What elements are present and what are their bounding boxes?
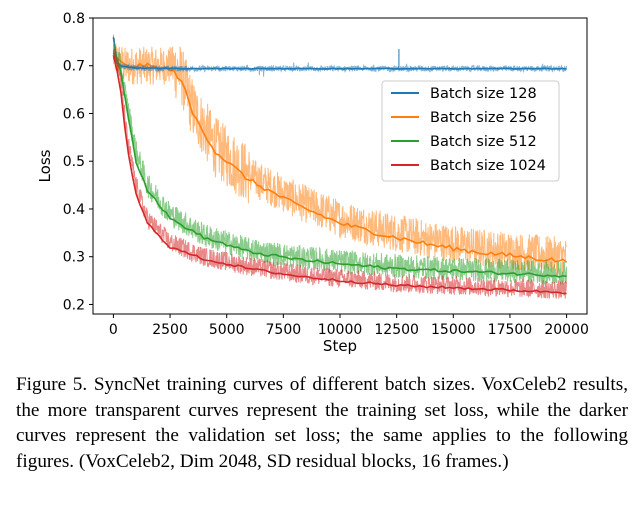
x-tick-label: 2500 bbox=[152, 322, 188, 338]
x-axis-title: Step bbox=[323, 337, 357, 355]
y-tick-label: 0.6 bbox=[63, 106, 85, 122]
series-val-line bbox=[112, 55, 567, 295]
x-tick-label: 7500 bbox=[266, 322, 302, 338]
series-train-line bbox=[112, 48, 568, 299]
x-tick-label: 0 bbox=[109, 322, 118, 338]
y-tick-label: 0.4 bbox=[63, 202, 85, 218]
y-tick-label: 0.3 bbox=[63, 250, 85, 266]
legend-label: Batch size 256 bbox=[430, 110, 537, 126]
x-tick-label: 10000 bbox=[318, 322, 363, 338]
legend: Batch size 128 Batch size 256 Batch size 5… bbox=[381, 80, 560, 182]
x-tick-label: 20000 bbox=[544, 322, 589, 338]
x-axis: 0 2500 5000 7500 10000 12500 15000 17500 20000 bbox=[109, 314, 589, 338]
y-tick-label: 0.5 bbox=[63, 154, 85, 170]
loss-chart: 0 2500 5000 7500 10000 12500 15000 17500 20000 0… bbox=[36, 11, 589, 355]
legend-label: Batch size 1024 bbox=[430, 158, 546, 174]
series-val-line bbox=[112, 37, 567, 70]
x-tick-label: 17500 bbox=[488, 322, 533, 338]
series-layer bbox=[112, 34, 568, 299]
x-tick-label: 5000 bbox=[209, 322, 245, 338]
series-val-line bbox=[112, 52, 567, 278]
y-tick-label: 0.7 bbox=[63, 59, 85, 75]
series-train-line bbox=[112, 42, 568, 286]
y-tick-label: 0.8 bbox=[63, 11, 85, 27]
y-axis-title: Loss bbox=[36, 149, 54, 182]
x-tick-label: 15000 bbox=[431, 322, 476, 338]
series-train-line bbox=[112, 38, 567, 275]
x-tick-label: 12500 bbox=[374, 322, 419, 338]
figure-caption: Figure 5. SyncNet training curves of dif… bbox=[16, 374, 628, 472]
series-val-line bbox=[113, 56, 568, 263]
y-tick-label: 0.2 bbox=[63, 297, 85, 313]
series-train-line bbox=[112, 34, 568, 77]
legend-box bbox=[381, 80, 560, 182]
legend-label: Batch size 128 bbox=[430, 86, 537, 102]
legend-label: Batch size 512 bbox=[430, 134, 537, 150]
y-axis: 0.2 0.3 0.4 0.5 0.6 0.7 0.8 bbox=[63, 11, 93, 313]
